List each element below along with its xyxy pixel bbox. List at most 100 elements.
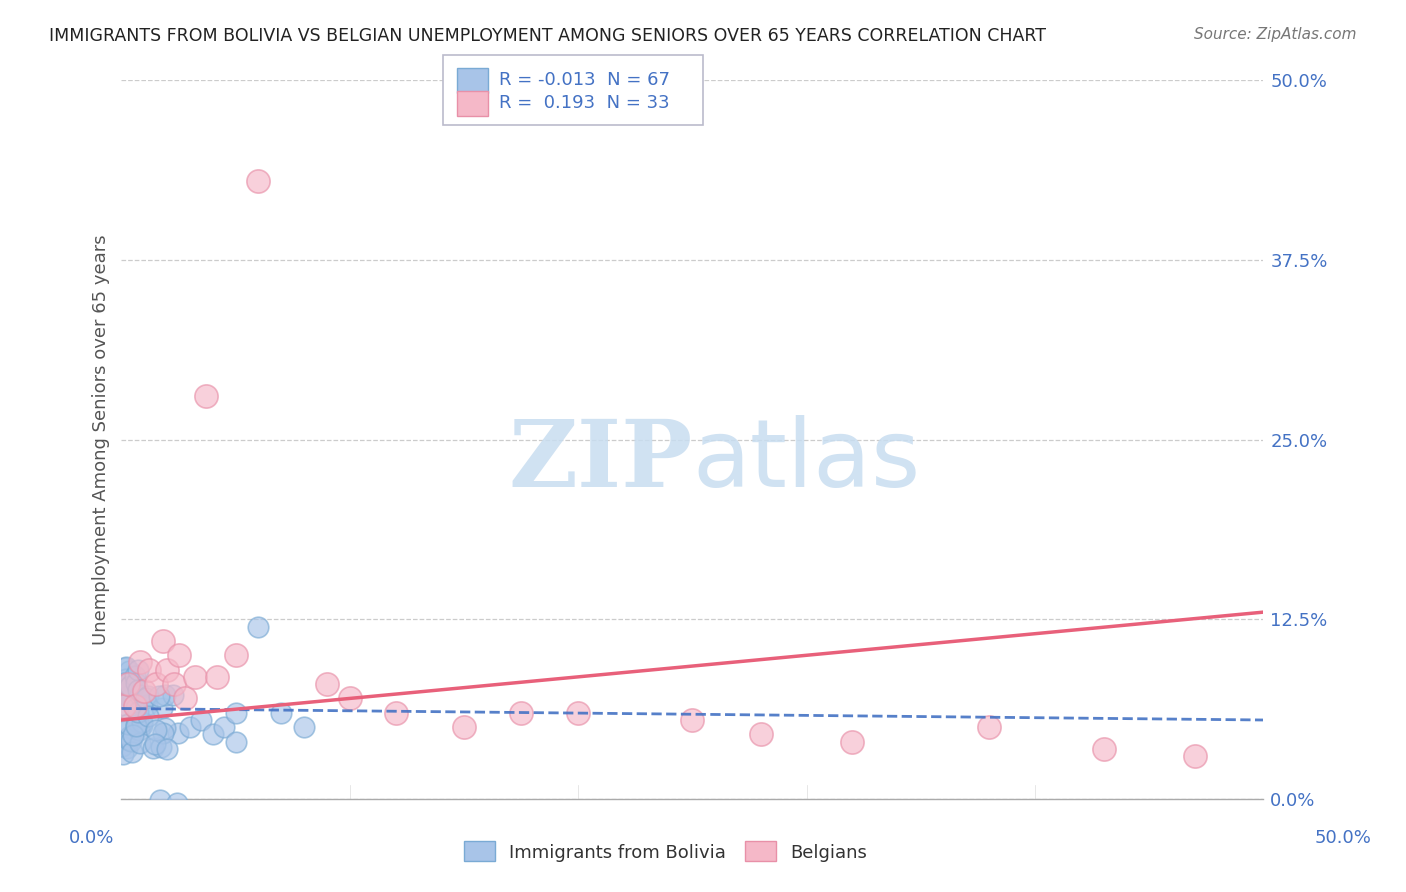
Point xyxy=(145,723,167,738)
Point xyxy=(149,739,172,754)
Point xyxy=(207,670,229,684)
Point xyxy=(127,705,149,719)
Point xyxy=(115,740,138,755)
Point xyxy=(190,713,212,727)
Text: IMMIGRANTS FROM BOLIVIA VS BELGIAN UNEMPLOYMENT AMONG SENIORS OVER 65 YEARS CORR: IMMIGRANTS FROM BOLIVIA VS BELGIAN UNEMP… xyxy=(49,27,1046,45)
Point xyxy=(162,688,184,702)
Point xyxy=(125,719,148,733)
Point xyxy=(1092,741,1115,756)
Point xyxy=(131,714,153,729)
Text: Immigrants from Bolivia: Immigrants from Bolivia xyxy=(509,844,725,862)
Point xyxy=(115,672,138,686)
Point xyxy=(118,690,141,704)
Point xyxy=(121,821,143,835)
Text: Belgians: Belgians xyxy=(790,844,868,862)
Y-axis label: Unemployment Among Seniors over 65 years: Unemployment Among Seniors over 65 years xyxy=(93,235,110,645)
Point xyxy=(316,677,339,691)
Point xyxy=(121,728,143,742)
Point xyxy=(270,706,292,720)
Point xyxy=(118,679,141,693)
Point xyxy=(150,701,173,715)
Point xyxy=(149,792,172,806)
Text: R =  0.193  N = 33: R = 0.193 N = 33 xyxy=(499,95,669,112)
Point xyxy=(841,734,863,748)
Point xyxy=(152,726,174,740)
Point xyxy=(120,733,142,747)
Point xyxy=(167,726,190,740)
Point xyxy=(118,664,141,678)
Point xyxy=(179,720,201,734)
Point xyxy=(172,810,194,824)
Point xyxy=(225,706,247,720)
Point xyxy=(453,720,475,734)
Point xyxy=(117,677,139,691)
Point xyxy=(125,676,148,690)
Point xyxy=(117,717,139,731)
Point xyxy=(681,713,703,727)
Point xyxy=(979,720,1001,734)
Text: R = -0.013  N = 67: R = -0.013 N = 67 xyxy=(499,71,671,89)
Point xyxy=(125,718,148,732)
Point xyxy=(117,693,139,707)
Point xyxy=(118,681,141,695)
Point xyxy=(567,706,589,720)
Point xyxy=(142,741,165,756)
Point xyxy=(177,813,200,827)
Point xyxy=(136,690,159,704)
Point xyxy=(115,691,138,706)
Point xyxy=(121,681,143,695)
Point xyxy=(115,660,138,674)
Point xyxy=(118,679,141,693)
Point xyxy=(121,745,143,759)
Point xyxy=(1184,748,1206,763)
Point xyxy=(212,720,235,734)
Text: atlas: atlas xyxy=(692,415,921,508)
Point xyxy=(292,720,315,734)
Point xyxy=(156,821,179,835)
Point xyxy=(201,727,224,741)
Point xyxy=(156,741,179,756)
Point xyxy=(114,661,136,675)
Point xyxy=(384,706,406,720)
Point xyxy=(127,663,149,677)
Point xyxy=(128,656,150,670)
Point xyxy=(194,389,217,403)
Point xyxy=(127,683,149,698)
Point xyxy=(127,715,149,730)
Point xyxy=(134,814,156,828)
Point xyxy=(118,730,141,744)
Point xyxy=(128,835,150,849)
Text: 0.0%: 0.0% xyxy=(69,830,114,847)
Point xyxy=(112,698,135,713)
Point xyxy=(138,709,160,723)
Point xyxy=(115,686,138,700)
Text: Source: ZipAtlas.com: Source: ZipAtlas.com xyxy=(1194,27,1357,42)
Point xyxy=(153,721,176,735)
Point xyxy=(128,736,150,750)
Point xyxy=(167,648,190,663)
Point xyxy=(134,684,156,698)
Point xyxy=(155,688,177,702)
Point xyxy=(145,828,167,842)
Point xyxy=(124,669,146,683)
Point xyxy=(174,691,197,706)
Point xyxy=(749,727,772,741)
Point xyxy=(111,739,134,754)
Point xyxy=(135,698,157,712)
Point xyxy=(138,663,160,677)
Point xyxy=(127,714,149,729)
Point xyxy=(247,174,270,188)
Point xyxy=(339,691,361,706)
Point xyxy=(135,691,157,706)
Point xyxy=(128,688,150,702)
Point xyxy=(247,619,270,633)
Point xyxy=(112,676,135,690)
Point xyxy=(124,698,146,713)
Point xyxy=(131,718,153,732)
Point xyxy=(125,701,148,715)
Point xyxy=(152,633,174,648)
Point xyxy=(143,737,166,751)
Point xyxy=(117,681,139,696)
Point xyxy=(148,690,170,704)
Text: 50.0%: 50.0% xyxy=(1315,830,1371,847)
